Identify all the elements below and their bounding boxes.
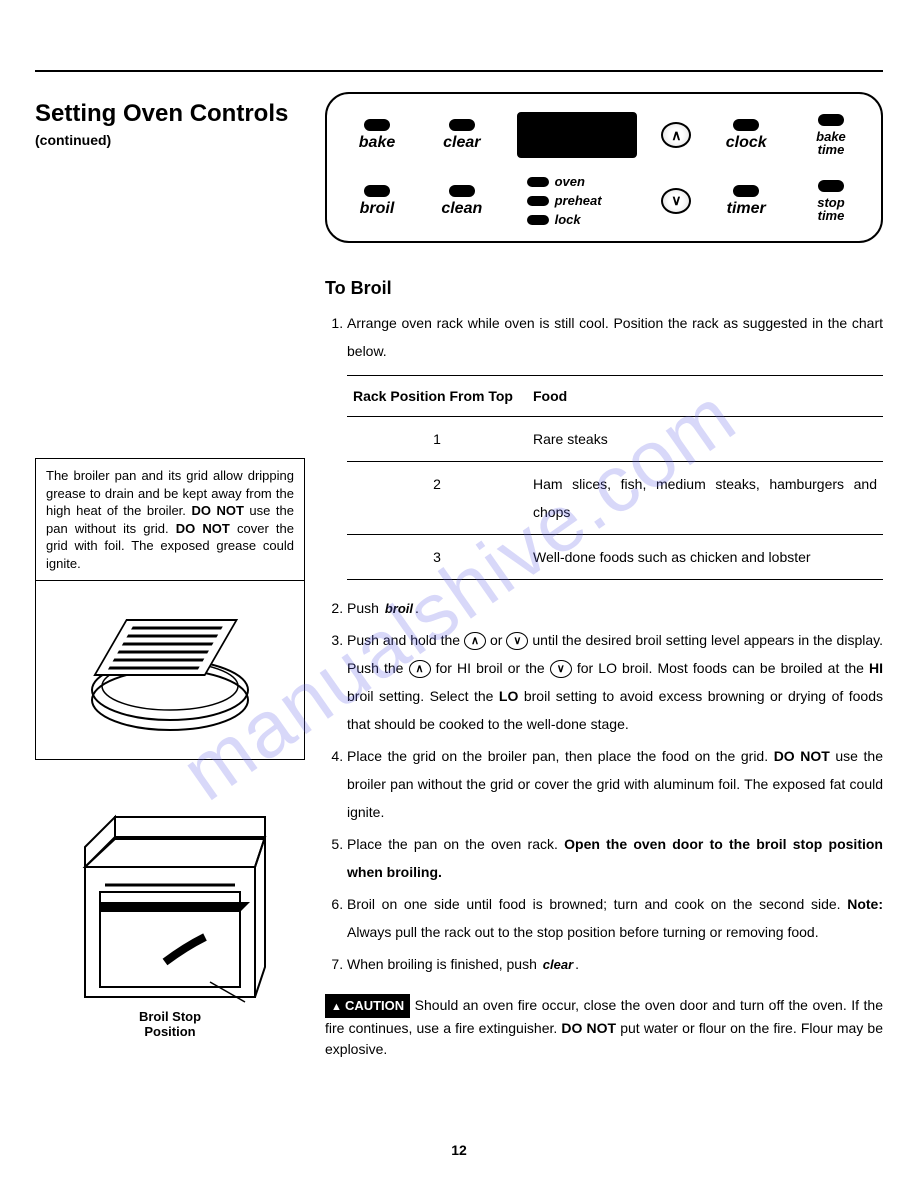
stove-diagram: Broil Stop Position: [35, 800, 305, 1040]
step-7: When broiling is finished, push clear.: [347, 950, 883, 978]
timer-label: timer: [727, 201, 766, 217]
clock-label: clock: [726, 135, 767, 151]
rack-table: Rack Position From Top Food 1Rare steaks…: [347, 375, 883, 580]
panel-row-1: bake clear ∧ clock bake time: [347, 112, 861, 158]
note-bold-2: DO NOT: [176, 521, 230, 536]
oven-indicator: oven: [555, 174, 585, 189]
s3b: or: [486, 632, 506, 648]
table-row: 3Well-done foods such as chicken and lob…: [347, 535, 883, 580]
title-block: Setting Oven Controls (continued): [35, 92, 325, 148]
left-column: The broiler pan and its grid allow dripp…: [35, 278, 325, 1060]
cell-pos: 1: [347, 417, 527, 462]
page-subtitle: (continued): [35, 132, 325, 148]
down-arrow-button: ∨: [661, 188, 691, 214]
s7a: When broiling is finished, push: [347, 956, 541, 972]
s6a: Broil on one side until food is browned;…: [347, 896, 847, 912]
step-4: Place the grid on the broiler pan, then …: [347, 742, 883, 826]
caution-badge: CAUTION: [325, 994, 410, 1018]
content-row: The broiler pan and its grid allow dripp…: [35, 278, 883, 1060]
stove-caption: Broil Stop Position: [139, 1009, 201, 1040]
inline-up-icon-2: ∧: [409, 660, 431, 678]
step2-a: Push: [347, 600, 383, 616]
inline-broil-btn: broil: [383, 601, 415, 616]
step-6: Broil on one side until food is browned;…: [347, 890, 883, 946]
cell-pos: 3: [347, 535, 527, 580]
indicator-column: oven preheat lock: [517, 174, 637, 227]
stoptime-label: stop time: [817, 196, 844, 222]
up-arrow-button: ∧: [661, 122, 691, 148]
preheat-indicator: preheat: [555, 193, 602, 208]
timer-button: timer: [716, 185, 776, 217]
caution-bold: DO NOT: [561, 1020, 616, 1036]
page-number: 12: [0, 1142, 918, 1158]
broiler-pan-diagram: [35, 580, 305, 760]
lo-bold: LO: [499, 688, 518, 704]
right-column: To Broil Arrange oven rack while oven is…: [325, 278, 883, 1060]
step-1: Arrange oven rack while oven is still co…: [347, 309, 883, 580]
note-bold-1: DO NOT: [191, 503, 243, 518]
lock-indicator: lock: [555, 212, 581, 227]
baketime-button: bake time: [801, 114, 861, 156]
table-header-food: Food: [527, 376, 883, 417]
clear-label: clear: [443, 135, 480, 151]
step-3: Push and hold the ∧ or ∨ until the desir…: [347, 626, 883, 738]
s3d: for HI broil or the: [431, 660, 550, 676]
clean-button: clean: [432, 185, 492, 217]
s3f: broil setting. Select the: [347, 688, 499, 704]
s3a: Push and hold the: [347, 632, 464, 648]
inline-down-icon: ∨: [506, 632, 528, 650]
header-row: Setting Oven Controls (continued) bake c…: [35, 92, 883, 243]
s4-bold: DO NOT: [774, 748, 830, 764]
steps-list: Arrange oven rack while oven is still co…: [325, 309, 883, 978]
s7b: .: [575, 956, 579, 972]
cell-food: Well-done foods such as chicken and lobs…: [527, 535, 883, 580]
control-panel-wrap: bake clear ∧ clock bake time broil clean…: [325, 92, 883, 243]
cell-food: Ham slices, fish, medium steaks, hamburg…: [527, 462, 883, 535]
top-rule: [35, 70, 883, 72]
step-5: Place the pan on the oven rack. Open the…: [347, 830, 883, 886]
broiler-pan-note: The broiler pan and its grid allow dripp…: [35, 458, 305, 581]
clear-button: clear: [432, 119, 492, 151]
stoptime-button: stop time: [801, 180, 861, 222]
panel-row-2: broil clean oven preheat lock ∨ timer st…: [347, 174, 861, 227]
table-row: 1Rare steaks: [347, 417, 883, 462]
cell-pos: 2: [347, 462, 527, 535]
page-title: Setting Oven Controls: [35, 100, 325, 128]
hi-bold: HI: [869, 660, 883, 676]
s4a: Place the grid on the broiler pan, then …: [347, 748, 774, 764]
step1-text: Arrange oven rack while oven is still co…: [347, 315, 883, 359]
display-screen: [517, 112, 637, 158]
s3e: for LO broil. Most foods can be broiled …: [572, 660, 869, 676]
inline-down-icon-2: ∨: [550, 660, 572, 678]
table-row: 2Ham slices, fish, medium steaks, hambur…: [347, 462, 883, 535]
s5a: Place the pan on the oven rack.: [347, 836, 564, 852]
section-heading: To Broil: [325, 278, 883, 299]
s6b: Always pull the rack out to the stop pos…: [347, 924, 819, 940]
clock-button: clock: [716, 119, 776, 151]
inline-clear-btn: clear: [541, 957, 575, 972]
broil-button: broil: [347, 185, 407, 217]
step-2: Push broil.: [347, 594, 883, 622]
cell-food: Rare steaks: [527, 417, 883, 462]
baketime-label: bake time: [816, 130, 846, 156]
stove-svg: [55, 807, 285, 1007]
broil-label: broil: [360, 201, 395, 217]
inline-up-icon: ∧: [464, 632, 486, 650]
clean-label: clean: [441, 201, 482, 217]
s6-note: Note:: [847, 896, 883, 912]
bake-button: bake: [347, 119, 407, 151]
bake-label: bake: [359, 135, 395, 151]
pan-svg: [70, 595, 270, 745]
table-header-pos: Rack Position From Top: [347, 376, 527, 417]
caution-paragraph: CAUTION Should an oven fire occur, close…: [325, 994, 883, 1060]
control-panel: bake clear ∧ clock bake time broil clean…: [325, 92, 883, 243]
step2-b: .: [415, 600, 419, 616]
